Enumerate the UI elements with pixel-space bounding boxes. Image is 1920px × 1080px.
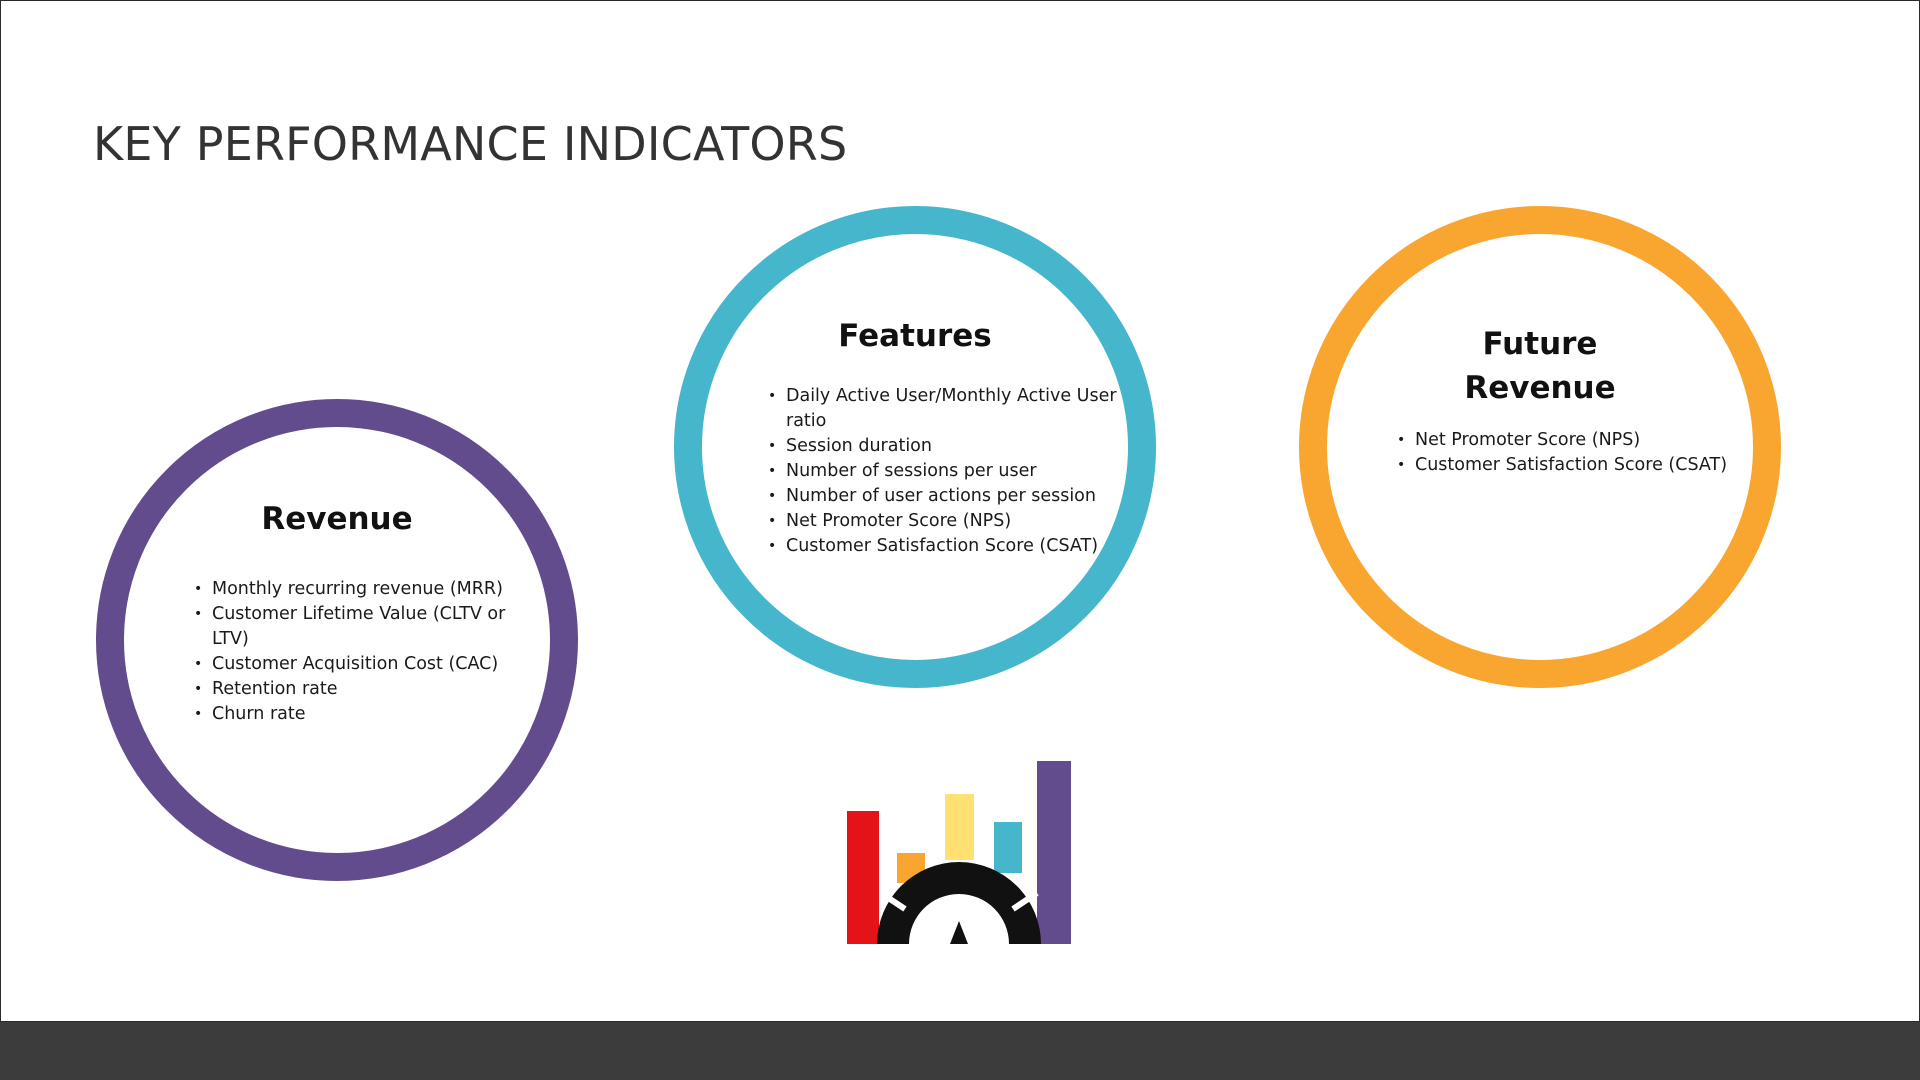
list-item: Monthly recurring revenue (MRR) [194,577,542,602]
bottom-bar [0,1022,1920,1080]
list-item: Net Promoter Score (NPS) [1397,428,1755,453]
kpi-circle-features: Features Daily Active User/Monthly Activ… [674,206,1156,688]
logo-bar-red [847,811,879,944]
kpi-circle-future-revenue: Future Revenue Net Promoter Score (NPS) … [1299,206,1781,688]
list-item: Number of user actions per session [768,484,1136,509]
list-item: Net Promoter Score (NPS) [768,509,1136,534]
kpi-circle-title: Features [702,314,1128,358]
kpi-circle-title-line: Future [1482,326,1598,362]
kpi-circle-title-line: Features [838,318,992,354]
logo-gauge-divider [1011,890,1039,912]
logo-bar-teal [994,822,1022,873]
kpi-list: Daily Active User/Monthly Active User ra… [766,384,1136,559]
logo-gauge-needle [950,921,968,944]
list-item: Daily Active User/Monthly Active User ra… [768,384,1136,434]
list-item: Session duration [768,434,1136,459]
list-item: Customer Satisfaction Score (CSAT) [768,534,1136,559]
kpi-list: Monthly recurring revenue (MRR) Customer… [192,577,542,727]
kpi-circle-title-line: Revenue [1464,370,1616,406]
kpi-circle-title-line: Revenue [261,501,413,537]
list-item: Customer Satisfaction Score (CSAT) [1397,453,1755,478]
logo-gauge-ring [877,862,1041,944]
list-item: Number of sessions per user [768,459,1136,484]
logo-gauge-divider [879,890,907,912]
kpi-list: Net Promoter Score (NPS) Customer Satisf… [1395,428,1755,478]
slide: KEY PERFORMANCE INDICATORS Revenue Month… [0,0,1920,1022]
list-item: Customer Lifetime Value (CLTV or LTV) [194,602,542,652]
list-item: Churn rate [194,702,542,727]
logo-bar-purple [1037,761,1071,944]
kpi-circle-title: Revenue [124,497,550,541]
page-title: KEY PERFORMANCE INDICATORS [93,117,848,171]
list-item: Customer Acquisition Cost (CAC) [194,652,542,677]
kpi-circle-revenue: Revenue Monthly recurring revenue (MRR) … [96,399,578,881]
logo-gauge-dividers [879,890,1039,912]
logo-bar-yellow [945,794,974,860]
bar-chart-gauge-logo-icon [847,761,1071,944]
list-item: Retention rate [194,677,542,702]
kpi-circle-title: Future Revenue [1327,322,1753,410]
